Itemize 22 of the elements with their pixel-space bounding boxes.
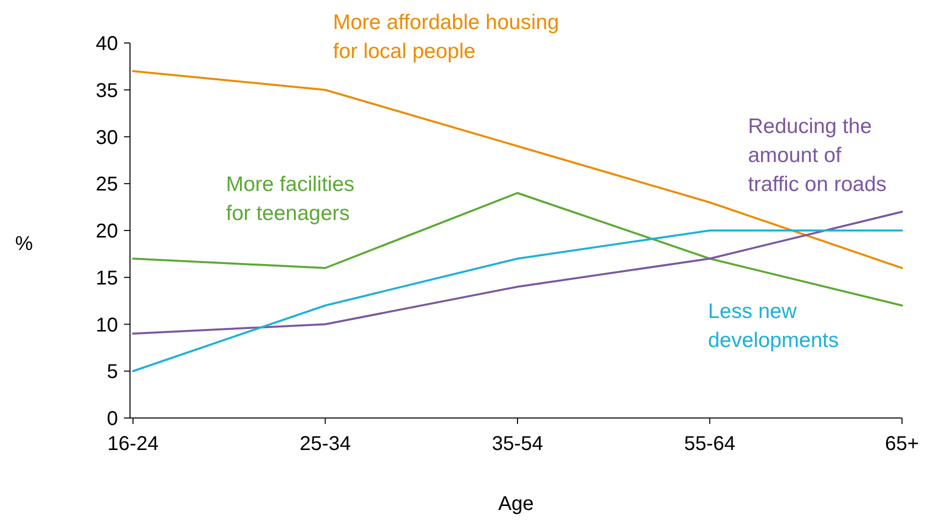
series-label: More facilities for teenagers — [226, 173, 354, 225]
y-tick-label: 10 — [96, 314, 118, 336]
y-tick-label: 20 — [96, 220, 118, 242]
text: Less new developments — [708, 300, 839, 352]
series-label: Reducing the amount of traffic on roads — [748, 115, 887, 196]
y-tick-label: 25 — [96, 174, 118, 196]
y-tick-label: 5 — [106, 361, 118, 384]
x-axis-title: Age — [498, 493, 534, 515]
y-tick-label: 35 — [96, 80, 118, 102]
line-series — [132, 70, 903, 269]
series-label: More affordable housing for local people — [333, 11, 560, 63]
x-tick-label: 55-64 — [684, 433, 736, 455]
x-tick-label: 65+ — [885, 433, 919, 455]
y-tick-label: 15 — [96, 267, 118, 290]
line-series — [132, 230, 903, 372]
y-tick-label: 0 — [106, 408, 118, 430]
x-tick-label: 25-34 — [300, 433, 351, 455]
y-tick-label: 30 — [96, 126, 118, 149]
y-axis-title: % — [15, 233, 34, 255]
x-tick-label: 16-24 — [107, 433, 159, 455]
y-tick-label: 40 — [96, 33, 118, 55]
x-tick-label: 35-54 — [492, 433, 544, 455]
